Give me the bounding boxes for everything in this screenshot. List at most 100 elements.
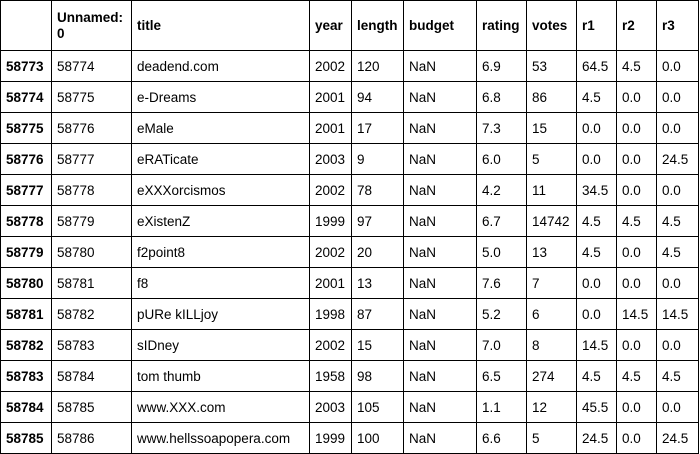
cell-r1: 4.5 xyxy=(576,360,617,392)
cell-year: 1999 xyxy=(309,422,352,454)
cell-r2: 0.0 xyxy=(616,391,657,423)
cell-title: sIDney xyxy=(131,329,310,361)
cell-r3: 0.0 xyxy=(656,81,699,113)
cell-r2: 4.5 xyxy=(616,50,657,82)
cell-unnamed: 58782 xyxy=(51,298,132,330)
cell-length: 98 xyxy=(351,360,404,392)
cell-unnamed: 58777 xyxy=(51,143,132,175)
cell-votes: 53 xyxy=(526,50,577,82)
cell-budget: NaN xyxy=(403,50,477,82)
row-index-cell: 58777 xyxy=(0,174,52,206)
row-index-cell: 58783 xyxy=(0,360,52,392)
cell-r3: 0.0 xyxy=(656,267,699,299)
cell-unnamed: 58775 xyxy=(51,81,132,113)
cell-rating: 6.7 xyxy=(476,205,527,237)
table-row: 58774 58775 e-Dreams 2001 94 NaN 6.8 86 4.5 0.0 0.… xyxy=(0,81,699,113)
cell-r2: 4.5 xyxy=(616,205,657,237)
cell-r1: 34.5 xyxy=(576,174,617,206)
cell-title: eXistenZ xyxy=(131,205,310,237)
cell-budget: NaN xyxy=(403,391,477,423)
cell-votes: 5 xyxy=(526,143,577,175)
cell-title: eRATicate xyxy=(131,143,310,175)
cell-budget: NaN xyxy=(403,205,477,237)
cell-r3: 4.5 xyxy=(656,360,699,392)
cell-length: 13 xyxy=(351,267,404,299)
row-index-cell: 58775 xyxy=(0,112,52,144)
cell-budget: NaN xyxy=(403,81,477,113)
column-header-r1: r1 xyxy=(576,0,617,51)
column-header-r2: r2 xyxy=(616,0,657,51)
cell-length: 20 xyxy=(351,236,404,268)
cell-length: 78 xyxy=(351,174,404,206)
cell-year: 2002 xyxy=(309,174,352,206)
cell-year: 2002 xyxy=(309,50,352,82)
cell-unnamed: 58781 xyxy=(51,267,132,299)
cell-r2: 0.0 xyxy=(616,81,657,113)
cell-rating: 6.6 xyxy=(476,422,527,454)
table-row: 58785 58786 www.hellssoapopera.com 1999 100 N… xyxy=(0,422,699,454)
cell-r1: 64.5 xyxy=(576,50,617,82)
cell-unnamed: 58784 xyxy=(51,360,132,392)
cell-budget: NaN xyxy=(403,143,477,175)
cell-rating: 7.6 xyxy=(476,267,527,299)
table-row: 58779 58780 f2point8 2002 20 NaN 5.0 13 4.5 0.0 4.… xyxy=(0,236,699,268)
cell-budget: NaN xyxy=(403,329,477,361)
cell-r3: 0.0 xyxy=(656,50,699,82)
cell-budget: NaN xyxy=(403,422,477,454)
cell-year: 2003 xyxy=(309,143,352,175)
cell-r2: 0.0 xyxy=(616,174,657,206)
column-header-r3: r3 xyxy=(656,0,699,51)
table-row: 58776 58777 eRATicate 2003 9 NaN 6.0 5 0.0 0.0 24.… xyxy=(0,143,699,175)
table-row: 58783 58784 tom thumb 1958 98 NaN 6.5 274 4.5 4.5… xyxy=(0,360,699,392)
cell-budget: NaN xyxy=(403,112,477,144)
cell-budget: NaN xyxy=(403,267,477,299)
cell-unnamed: 58774 xyxy=(51,50,132,82)
cell-r3: 14.5 xyxy=(656,298,699,330)
cell-rating: 4.2 xyxy=(476,174,527,206)
cell-r1: 0.0 xyxy=(576,112,617,144)
column-header-rating: rating xyxy=(476,0,527,51)
cell-title: tom thumb xyxy=(131,360,310,392)
cell-title: f8 xyxy=(131,267,310,299)
cell-year: 2001 xyxy=(309,81,352,113)
column-header-index xyxy=(0,0,52,51)
cell-length: 87 xyxy=(351,298,404,330)
cell-unnamed: 58783 xyxy=(51,329,132,361)
cell-title: deadend.com xyxy=(131,50,310,82)
cell-year: 2002 xyxy=(309,329,352,361)
cell-rating: 6.5 xyxy=(476,360,527,392)
cell-r1: 4.5 xyxy=(576,205,617,237)
cell-rating: 7.3 xyxy=(476,112,527,144)
table-row: 58777 58778 eXXXorcismos 2002 78 NaN 4.2 11 34.5… xyxy=(0,174,699,206)
cell-votes: 274 xyxy=(526,360,577,392)
table-row: 58775 58776 eMale 2001 17 NaN 7.3 15 0.0 0.0 0.0 xyxy=(0,112,699,144)
cell-budget: NaN xyxy=(403,236,477,268)
cell-r2: 0.0 xyxy=(616,329,657,361)
cell-length: 94 xyxy=(351,81,404,113)
cell-r1: 0.0 xyxy=(576,298,617,330)
cell-length: 120 xyxy=(351,50,404,82)
table-row: 58782 58783 sIDney 2002 15 NaN 7.0 8 14.5 0.0 0.0 xyxy=(0,329,699,361)
cell-unnamed: 58778 xyxy=(51,174,132,206)
table-body: 58773 58774 deadend.com 2002 120 NaN 6.9 53 64.5… xyxy=(0,50,699,454)
cell-rating: 6.9 xyxy=(476,50,527,82)
cell-votes: 6 xyxy=(526,298,577,330)
cell-length: 17 xyxy=(351,112,404,144)
cell-unnamed: 58785 xyxy=(51,391,132,423)
row-index-cell: 58780 xyxy=(0,267,52,299)
cell-votes: 14742 xyxy=(526,205,577,237)
cell-r1: 0.0 xyxy=(576,267,617,299)
cell-r1: 45.5 xyxy=(576,391,617,423)
cell-title: eMale xyxy=(131,112,310,144)
cell-r2: 0.0 xyxy=(616,112,657,144)
table-row: 58781 58782 pURe kILLjoy 1998 87 NaN 5.2 6 0.0 14… xyxy=(0,298,699,330)
cell-r1: 0.0 xyxy=(576,143,617,175)
cell-rating: 5.0 xyxy=(476,236,527,268)
cell-year: 1998 xyxy=(309,298,352,330)
row-index-cell: 58784 xyxy=(0,391,52,423)
cell-title: f2point8 xyxy=(131,236,310,268)
cell-votes: 12 xyxy=(526,391,577,423)
cell-year: 2002 xyxy=(309,236,352,268)
